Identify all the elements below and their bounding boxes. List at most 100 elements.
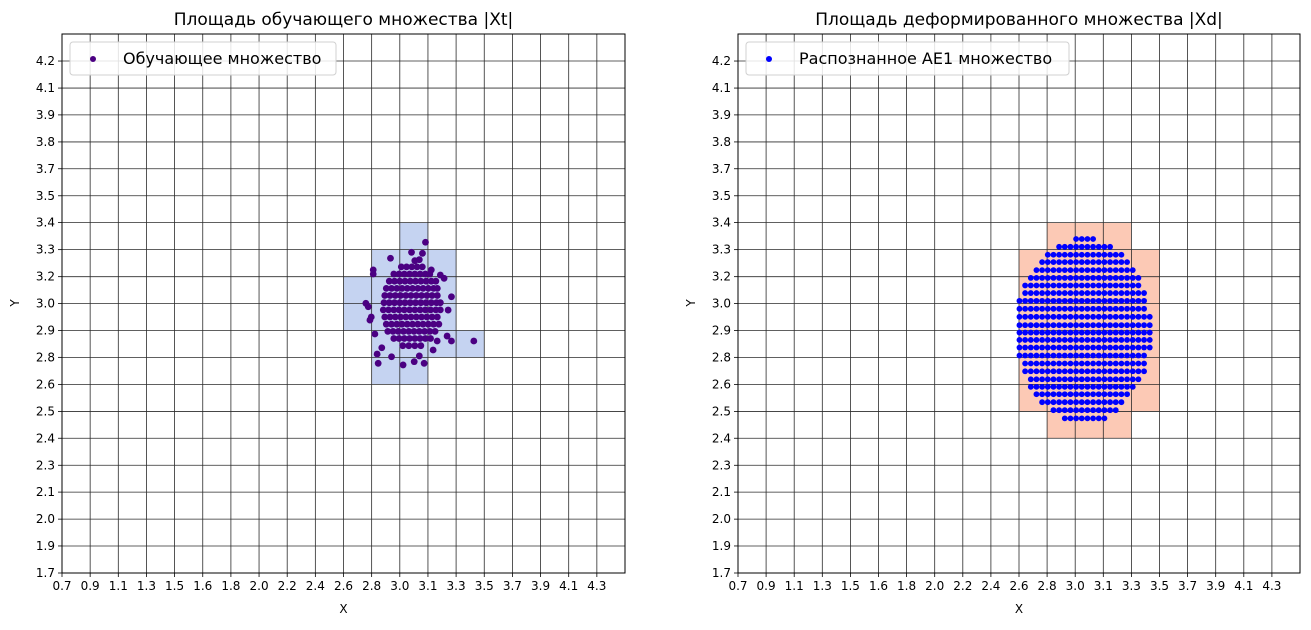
data-point	[1090, 344, 1096, 351]
data-point	[1039, 399, 1046, 406]
data-point	[1050, 322, 1057, 329]
data-point	[1078, 352, 1085, 359]
data-point	[1124, 322, 1130, 329]
data-point	[1146, 322, 1153, 329]
data-point	[419, 249, 426, 257]
data-point	[406, 335, 413, 342]
x-tick-label: 1.6	[869, 579, 888, 593]
data-point	[1107, 313, 1113, 320]
data-point	[1056, 337, 1063, 343]
x-tick-label: 0.9	[81, 579, 100, 593]
data-point	[1107, 344, 1113, 351]
data-point	[1135, 329, 1142, 336]
data-point	[1095, 399, 1102, 406]
data-point	[1073, 337, 1079, 343]
data-point	[1084, 267, 1091, 274]
data-point	[379, 306, 387, 314]
data-point	[1101, 322, 1108, 329]
data-point	[1141, 352, 1147, 359]
data-point	[1107, 360, 1113, 367]
data-point	[1124, 360, 1130, 367]
data-point	[1044, 322, 1051, 329]
data-point	[1073, 259, 1079, 266]
data-point	[412, 313, 420, 321]
data-point	[1090, 297, 1096, 304]
data-point	[412, 277, 419, 285]
data-point	[1078, 259, 1085, 266]
y-tick-label: 4.2	[36, 54, 55, 68]
data-point	[1027, 305, 1034, 312]
data-point	[1129, 368, 1136, 375]
y-tick-label: 3.9	[36, 108, 55, 122]
data-point	[1112, 297, 1119, 304]
data-point	[1090, 368, 1096, 375]
data-point	[1090, 313, 1096, 320]
left-chart: 0.7 0.9 1.1 1.3 1.5 1.6 1.8 2.0 2.2 2.4 2.6 2.8 3.0 3…	[8, 10, 626, 616]
x-axis-label: X	[339, 602, 347, 616]
data-point	[1135, 297, 1142, 304]
data-point	[410, 327, 418, 335]
data-point	[1073, 275, 1079, 281]
data-point	[1033, 383, 1040, 390]
data-point	[1044, 383, 1051, 390]
data-point	[1141, 305, 1147, 312]
data-point	[1095, 259, 1102, 266]
data-point	[1050, 282, 1057, 289]
data-point	[1101, 267, 1108, 274]
data-point	[420, 359, 428, 367]
data-point	[1044, 344, 1051, 351]
data-point	[1129, 329, 1136, 336]
data-point	[1090, 360, 1096, 367]
data-point	[1107, 290, 1113, 296]
data-point	[1073, 243, 1079, 250]
data-point	[1067, 305, 1074, 312]
y-tick-label: 2.4	[36, 431, 55, 445]
data-point	[1073, 399, 1079, 406]
x-tick-label: 0.9	[757, 579, 776, 593]
data-point	[1067, 267, 1074, 274]
data-point	[1078, 376, 1085, 383]
data-point	[1101, 329, 1108, 336]
data-point	[1101, 407, 1108, 414]
data-point	[398, 284, 406, 292]
data-point	[1056, 313, 1063, 320]
data-point	[1078, 368, 1085, 375]
data-point	[1033, 313, 1040, 320]
data-point	[428, 313, 436, 321]
data-point	[409, 284, 416, 292]
data-point	[1101, 275, 1108, 281]
data-point	[1118, 337, 1125, 343]
data-point	[1107, 376, 1113, 383]
data-point	[1044, 259, 1051, 266]
data-point	[1044, 399, 1051, 406]
data-point	[1044, 360, 1051, 367]
data-point	[374, 359, 382, 367]
data-point	[1090, 407, 1096, 414]
x-tick-label: 4.1	[1234, 579, 1253, 593]
x-tick-label: 3.1	[418, 579, 437, 593]
data-point	[418, 313, 425, 321]
data-point	[1101, 290, 1108, 296]
x-tick-label: 0.7	[52, 579, 71, 593]
data-point	[1146, 329, 1153, 336]
data-point	[1107, 383, 1113, 390]
data-point	[1067, 352, 1074, 359]
data-point	[1078, 251, 1085, 258]
data-point	[1061, 282, 1068, 289]
data-point	[1084, 337, 1091, 343]
axes-frame	[737, 33, 1301, 574]
data-point	[1061, 297, 1068, 304]
data-point	[1101, 391, 1108, 398]
y-tick-label: 3.8	[36, 135, 55, 149]
data-point	[1073, 407, 1079, 414]
data-point	[1016, 352, 1023, 359]
data-point	[1095, 297, 1102, 304]
data-point	[1078, 407, 1085, 414]
data-point	[414, 320, 422, 328]
data-point	[1101, 344, 1108, 351]
data-point	[1101, 282, 1108, 289]
data-point	[1050, 383, 1057, 390]
data-point	[1056, 267, 1063, 274]
data-point	[1107, 337, 1113, 343]
data-point	[1118, 267, 1125, 274]
